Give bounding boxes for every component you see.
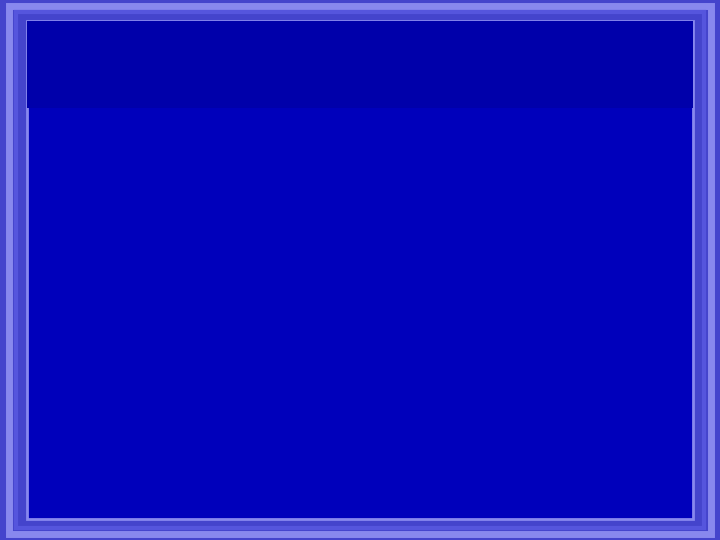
- Text: ln K vs 1/T: ln K vs 1/T: [65, 426, 219, 454]
- Text: Temperature dependence of K: Temperature dependence of K: [53, 45, 667, 79]
- Text: - RT ln K = ΔGº = ΔHº - TΔSº: - RT ln K = ΔGº = ΔHº - TΔSº: [72, 151, 469, 179]
- Text: The graph is a straight line of: The graph is a straight line of: [65, 383, 474, 411]
- Text: y    =     m      x    +    b: y = m x + b: [65, 294, 393, 322]
- Text: ln( K ) = - (ΔHº/R)(1/T) + ΔSº/R: ln( K ) = - (ΔHº/R)(1/T) + ΔSº/R: [65, 242, 495, 271]
